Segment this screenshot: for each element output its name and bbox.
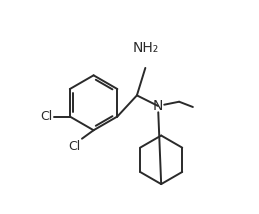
Text: Cl: Cl — [40, 110, 53, 123]
Text: NH₂: NH₂ — [132, 41, 159, 55]
Text: N: N — [153, 99, 163, 113]
Text: Cl: Cl — [68, 140, 81, 153]
